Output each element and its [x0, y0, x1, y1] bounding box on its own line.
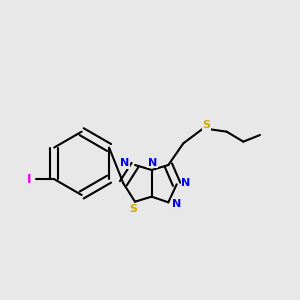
- Text: N: N: [120, 158, 130, 168]
- Text: N: N: [182, 178, 190, 188]
- Text: S: S: [203, 120, 211, 130]
- Text: N: N: [172, 199, 181, 209]
- Text: N: N: [148, 158, 157, 168]
- Text: I: I: [27, 173, 32, 186]
- Text: S: S: [129, 204, 137, 214]
